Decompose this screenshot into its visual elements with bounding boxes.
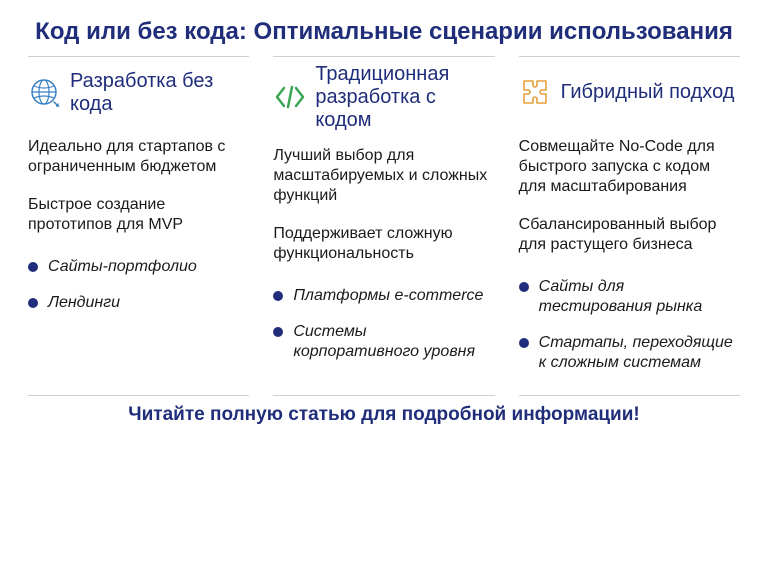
example-text: Платформы e-commerce xyxy=(293,286,483,306)
example-text: Стартапы, переходящие к сложным системам xyxy=(539,333,740,373)
bullet-icon xyxy=(273,291,283,301)
examples-list: Сайты-портфолио Лендинги xyxy=(28,257,249,329)
list-item: Системы корпоративного уровня xyxy=(273,322,494,362)
benefit-text: Лучший выбор для масштабируемых и сложны… xyxy=(273,146,494,206)
list-item: Лендинги xyxy=(28,293,249,313)
column-hybrid: Гибридный подход Совмещайте No-Code для … xyxy=(519,63,740,389)
code-icon xyxy=(273,80,307,114)
list-item: Сайты-портфолио xyxy=(28,257,249,277)
bullet-icon xyxy=(28,262,38,272)
list-item: Сайты для тестирования рынка xyxy=(519,277,740,317)
benefit-text: Идеально для стартапов с ограниченным бю… xyxy=(28,137,249,177)
examples-list: Сайты для тестирования рынка Стартапы, п… xyxy=(519,277,740,389)
benefit-text: Поддерживает сложную функциональность xyxy=(273,224,494,264)
bullet-icon xyxy=(519,338,529,348)
page-title: Код или без кода: Оптимальные сценарии и… xyxy=(28,18,740,46)
footer-cta: Читайте полную статью для подробной инфо… xyxy=(28,404,740,426)
example-text: Сайты для тестирования рынка xyxy=(539,277,740,317)
example-text: Системы корпоративного уровня xyxy=(293,322,494,362)
benefit-text: Совмещайте No-Code для быстрого запуска … xyxy=(519,137,740,197)
bullet-icon xyxy=(273,327,283,337)
column-title: Разработка без кода xyxy=(70,70,249,116)
puzzle-icon xyxy=(519,76,553,110)
example-text: Лендинги xyxy=(48,293,120,313)
bullet-icon xyxy=(28,298,38,308)
bullet-icon xyxy=(519,282,529,292)
list-item: Платформы e-commerce xyxy=(273,286,494,306)
globe-icon xyxy=(28,76,62,110)
examples-list: Платформы e-commerce Системы корпоративн… xyxy=(273,286,494,378)
benefit-text: Сбалансированный выбор для растущего биз… xyxy=(519,215,740,255)
benefit-text: Быстрое создание прототипов для MVP xyxy=(28,195,249,235)
column-header: Традиционная разработка с кодом xyxy=(273,63,494,132)
column-traditional-code: Традиционная разработка с кодом Лучший в… xyxy=(273,63,494,389)
example-text: Сайты-портфолио xyxy=(48,257,197,277)
columns-container: Разработка без кода Идеально для стартап… xyxy=(28,63,740,389)
top-divider xyxy=(28,56,740,57)
list-item: Стартапы, переходящие к сложным системам xyxy=(519,333,740,373)
column-header: Гибридный подход xyxy=(519,63,740,123)
column-title: Традиционная разработка с кодом xyxy=(315,63,494,132)
bottom-divider xyxy=(28,395,740,396)
column-header: Разработка без кода xyxy=(28,63,249,123)
column-title: Гибридный подход xyxy=(561,81,735,104)
column-no-code: Разработка без кода Идеально для стартап… xyxy=(28,63,249,389)
